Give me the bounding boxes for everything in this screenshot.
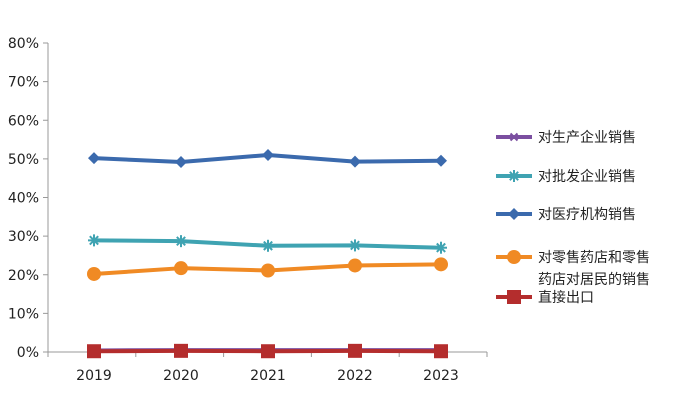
- data-point: [87, 266, 101, 281]
- data-point: [174, 261, 188, 276]
- data-point: [174, 343, 188, 358]
- data-point: [435, 241, 447, 254]
- x-tick-label: 2022: [337, 368, 373, 384]
- legend-label: 直接出口: [538, 289, 594, 306]
- data-point: [434, 257, 448, 272]
- data-point: [349, 239, 361, 252]
- series-4: [87, 343, 448, 359]
- series-3: [87, 257, 448, 281]
- data-point: [262, 149, 274, 162]
- data-point: [434, 344, 448, 359]
- data-point: [175, 235, 187, 248]
- data-point: [175, 155, 187, 168]
- legend-label: 对生产企业销售: [538, 129, 636, 146]
- x-tick-label: 2020: [163, 368, 199, 384]
- legend-item: 直接出口: [496, 289, 594, 306]
- data-point: [261, 263, 275, 278]
- y-tick-label: 60%: [8, 113, 39, 129]
- series-2: [88, 149, 447, 168]
- y-tick-label: 40%: [8, 191, 39, 207]
- y-tick-label: 70%: [8, 75, 39, 91]
- data-point: [262, 239, 274, 252]
- y-tick-label: 30%: [8, 229, 39, 245]
- legend-swatch-marker: [507, 290, 521, 304]
- x-tick-label: 2023: [423, 368, 459, 384]
- legend-label: 对批发企业销售: [538, 168, 636, 185]
- y-tick-label: 0%: [17, 345, 39, 361]
- y-tick-label: 80%: [8, 36, 39, 52]
- y-tick-label: 50%: [8, 152, 39, 168]
- legend-label: 对零售药店和零售: [538, 250, 650, 266]
- data-point: [88, 152, 100, 165]
- data-point: [87, 344, 101, 359]
- legend-swatch-marker: [508, 170, 520, 182]
- data-point: [348, 258, 362, 273]
- data-point: [349, 155, 361, 168]
- data-point: [261, 344, 275, 359]
- y-tick-label: 20%: [8, 268, 39, 284]
- legend-item: 对生产企业销售: [496, 129, 636, 146]
- legend-item: 对批发企业销售: [496, 168, 636, 185]
- x-tick-label: 2019: [76, 368, 112, 384]
- legend-label: 对医疗机构销售: [538, 207, 636, 223]
- y-tick-label: 10%: [8, 306, 39, 322]
- data-point: [435, 154, 447, 167]
- star-stroke: [509, 132, 519, 142]
- data-point: [88, 234, 100, 247]
- data-point: [348, 343, 362, 358]
- legend-swatch-marker: [507, 250, 521, 264]
- legend-swatch-marker: [509, 132, 519, 142]
- legend-label: 药店对居民的销售: [538, 272, 650, 288]
- legend-item: 对医疗机构销售: [496, 207, 636, 223]
- series-1: [88, 234, 447, 254]
- x-tick-label: 2021: [250, 368, 286, 384]
- legend-swatch-marker: [508, 208, 520, 220]
